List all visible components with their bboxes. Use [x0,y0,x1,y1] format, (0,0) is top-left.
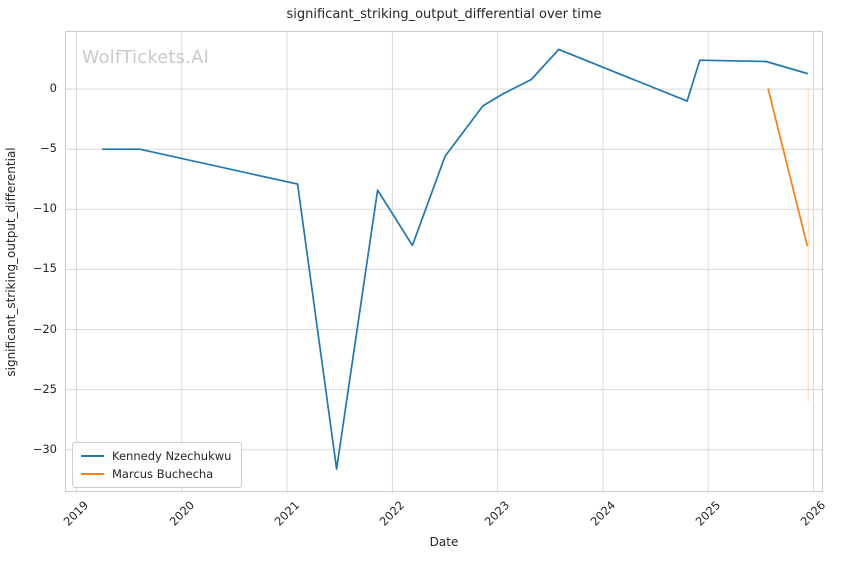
y-tick-label: −30 [32,441,57,456]
chart-title: significant_striking_output_differential… [286,7,602,22]
legend-label: Kennedy Nzechukwu [112,449,232,463]
legend-item-kennedy-nzechukwu: Kennedy Nzechukwu [81,447,231,465]
x-tick-label: 2025 [692,498,724,529]
series-line-marcus-buchecha [767,88,809,247]
x-tick-label: 2020 [166,498,197,529]
series-line-kennedy-nzechukwu [101,48,809,470]
y-tick-label: −25 [32,381,57,396]
legend-item-marcus-buchecha: Marcus Buchecha [81,465,231,483]
chart-canvas [66,32,824,493]
x-tick-label: 2021 [271,498,303,529]
y-tick-label: −20 [32,321,57,336]
x-tick-label: 2024 [587,498,618,529]
x-tick-label: 2022 [376,498,408,529]
x-axis-label: Date [429,535,459,549]
x-tick-label: 2023 [481,498,513,529]
watermark-text: WolfTickets.AI [82,48,210,68]
legend-label: Marcus Buchecha [112,467,214,481]
y-tick-label: −10 [32,201,57,216]
x-tick-label: 2026 [797,498,829,529]
legend-line-swatch-blue [81,455,104,457]
x-tick-label: 2019 [60,498,92,529]
plot-area [65,31,824,493]
y-tick-label: −15 [32,261,57,276]
y-tick-label: −5 [40,141,57,156]
legend-line-swatch-orange [81,473,104,475]
y-tick-label: 0 [49,81,57,96]
y-axis-label: significant_striking_output_differential [4,147,18,377]
legend: Kennedy Nzechukwu Marcus Buchecha [72,442,243,488]
